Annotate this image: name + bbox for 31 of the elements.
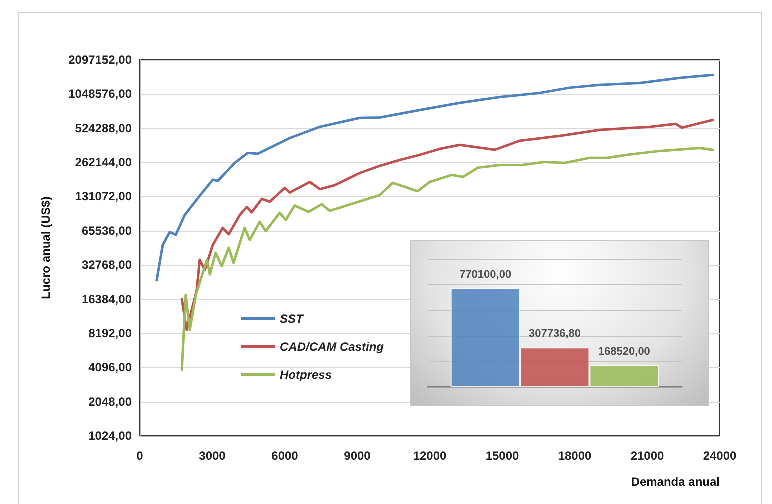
legend-label: CAD/CAM Casting: [280, 340, 385, 354]
y-tick-label: 4096,00: [88, 360, 132, 375]
y-tick-label: 65536,00: [82, 224, 132, 238]
line-series: [180, 147, 714, 372]
x-axis-title: Demanda anual: [631, 475, 720, 489]
x-tick-label: 3000: [199, 449, 226, 463]
data-label: 168520,00: [598, 346, 650, 358]
x-tick-label: 9000: [344, 449, 372, 463]
y-tick-label: 8192,00: [88, 326, 132, 340]
y-tick-label: 131072,00: [75, 190, 132, 204]
data-label: 307736,80: [529, 328, 581, 340]
x-tick-label: 6000: [272, 449, 299, 463]
x-tick-label: 0: [136, 449, 144, 463]
y-tick-label: 2097152,00: [68, 53, 132, 67]
legend-label: Hotpress: [280, 368, 332, 382]
line-series: [156, 74, 714, 282]
x-tick-label: 18000: [558, 449, 592, 463]
x-tick-label: 21000: [630, 449, 665, 463]
y-tick-label: 16384,00: [82, 292, 132, 306]
y-tick-label: 1024,00: [88, 429, 132, 443]
y-axis-title: Lucro anual (US$): [39, 196, 53, 300]
y-tick-label: 262144,00: [75, 156, 132, 170]
y-tick-label: 2048,00: [88, 394, 132, 409]
x-tick-label: 15000: [486, 449, 520, 463]
y-tick-label: 1048576,00: [68, 87, 132, 102]
x-tick-label: 12000: [413, 449, 448, 463]
legend-label: SST: [280, 312, 306, 326]
y-tick-label: 32768,00: [82, 258, 132, 272]
data-label: 770100,00: [460, 268, 512, 281]
y-tick-label: 524288,00: [75, 121, 132, 136]
x-tick-label: 24000: [703, 449, 738, 463]
